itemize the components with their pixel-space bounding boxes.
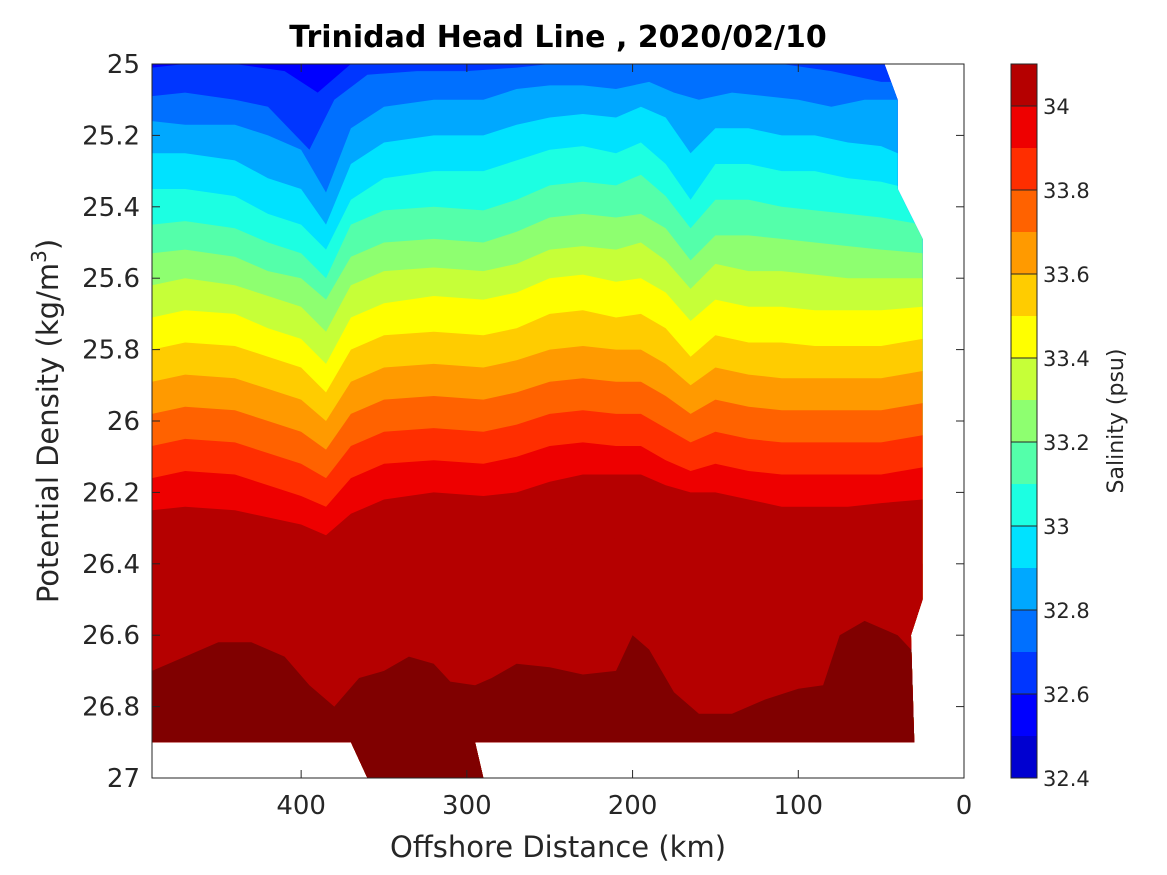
colorbar-tick-label: 33.6 <box>1043 263 1090 287</box>
chart-title: Trinidad Head Line , 2020/02/10 <box>289 20 826 55</box>
colorbar-segment <box>1011 148 1037 190</box>
colorbar-segment <box>1011 568 1037 610</box>
colorbar-segment <box>1011 106 1037 148</box>
y-tick-label: 26.8 <box>82 693 140 723</box>
colorbar-segment <box>1011 358 1037 400</box>
y-tick-label: 25 <box>107 50 140 80</box>
colorbar-segment <box>1011 274 1037 316</box>
colorbar-tick-label: 32.4 <box>1043 767 1090 791</box>
salinity-band-34.15 <box>367 756 484 778</box>
colorbar-segment <box>1011 526 1037 568</box>
y-tick-label: 26 <box>107 407 140 437</box>
x-axis-label: Offshore Distance (km) <box>390 830 726 864</box>
colorbar-tick-label: 34 <box>1043 95 1070 119</box>
y-axis-label-superscript: 3 <box>27 250 51 263</box>
y-tick-label: 25.6 <box>82 264 140 294</box>
x-tick-label: 0 <box>956 791 973 821</box>
y-tick-label: 25.8 <box>82 336 140 366</box>
salinity-field <box>152 64 923 778</box>
colorbar-tick-label: 32.6 <box>1043 683 1090 707</box>
y-tick-label: 26.2 <box>82 478 140 508</box>
colorbar-label: Salinity (psu) <box>1104 349 1129 494</box>
colorbar-segment <box>1011 400 1037 442</box>
salinity-band-34.15 <box>814 703 915 743</box>
y-tick-label: 25.4 <box>82 193 140 223</box>
y-tick-label: 27 <box>107 764 140 794</box>
x-tick-label: 300 <box>442 791 492 821</box>
colorbar-segment <box>1011 652 1037 694</box>
colorbar-tick-label: 32.8 <box>1043 599 1090 623</box>
colorbar-segment <box>1011 694 1037 736</box>
colorbar-segment <box>1011 442 1037 484</box>
y-axis-ticks: 25 25.2 25.4 25.6 25.8 26 26.2 26.4 26.6 26.8 27 <box>82 50 964 794</box>
colorbar-tick-label: 33.8 <box>1043 179 1090 203</box>
y-axis-label-main: Potential Density (kg/m <box>31 263 65 603</box>
y-axis-label-close: ) <box>31 239 65 250</box>
contour-plot-area <box>152 64 923 778</box>
colorbar-segment <box>1011 232 1037 274</box>
y-axis-label: Potential Density (kg/m3) <box>27 239 65 603</box>
colorbar-tick-label: 33 <box>1043 515 1070 539</box>
colorbar-segment <box>1011 610 1037 652</box>
colorbar-tick-label: 33.4 <box>1043 347 1090 371</box>
y-tick-label: 26.6 <box>82 621 140 651</box>
x-tick-label: 200 <box>608 791 658 821</box>
colorbar-segment <box>1011 64 1037 106</box>
colorbar-segment <box>1011 316 1037 358</box>
y-tick-label: 26.4 <box>82 550 140 580</box>
colorbar: 32.4 32.6 32.8 33 33.2 33.4 33.6 33.8 34 <box>1010 63 1090 791</box>
x-axis-ticks: 400 300 200 100 0 <box>276 64 972 821</box>
colorbar-segment <box>1011 190 1037 232</box>
colorbar-segment <box>1011 736 1037 778</box>
x-tick-label: 100 <box>773 791 823 821</box>
y-tick-label: 25.2 <box>82 121 140 151</box>
colorbar-tick-label: 33.2 <box>1043 431 1090 455</box>
x-tick-label: 400 <box>276 791 326 821</box>
colorbar-segment <box>1011 484 1037 526</box>
